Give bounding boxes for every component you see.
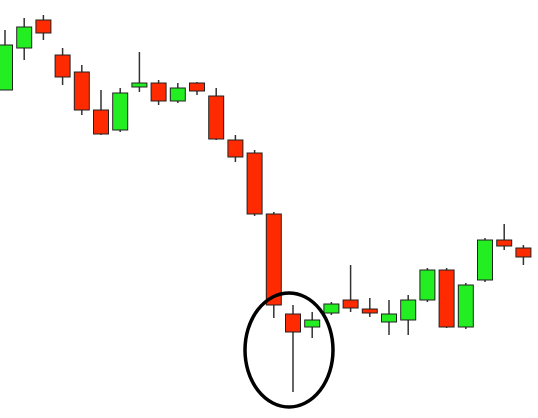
candle-body xyxy=(131,82,148,88)
candle-body xyxy=(208,95,225,140)
candle-body xyxy=(457,284,474,328)
candle-body xyxy=(438,269,455,328)
candle-body xyxy=(35,19,52,34)
candle-body xyxy=(515,247,532,258)
candle-body xyxy=(93,109,109,135)
candle-body xyxy=(477,239,493,281)
candle-body xyxy=(112,92,129,131)
candle-body xyxy=(419,269,436,301)
candle-body xyxy=(381,313,397,323)
candle-body xyxy=(150,82,167,102)
candle-body xyxy=(285,313,301,333)
candle-body xyxy=(265,213,282,306)
candle-body xyxy=(227,139,244,158)
candle-body xyxy=(189,82,205,92)
candle-body xyxy=(169,87,186,102)
candle-body xyxy=(73,71,90,111)
candle-body xyxy=(400,299,417,321)
candle-body xyxy=(361,308,378,314)
candle-body xyxy=(0,44,13,91)
candle-body xyxy=(342,299,359,309)
highlight-circle xyxy=(243,291,335,409)
candle-body xyxy=(304,319,321,328)
candle-body xyxy=(54,54,71,78)
candle-body xyxy=(246,152,263,215)
candle-body xyxy=(496,239,513,247)
candle-body xyxy=(323,303,340,314)
candle-body xyxy=(16,26,33,49)
